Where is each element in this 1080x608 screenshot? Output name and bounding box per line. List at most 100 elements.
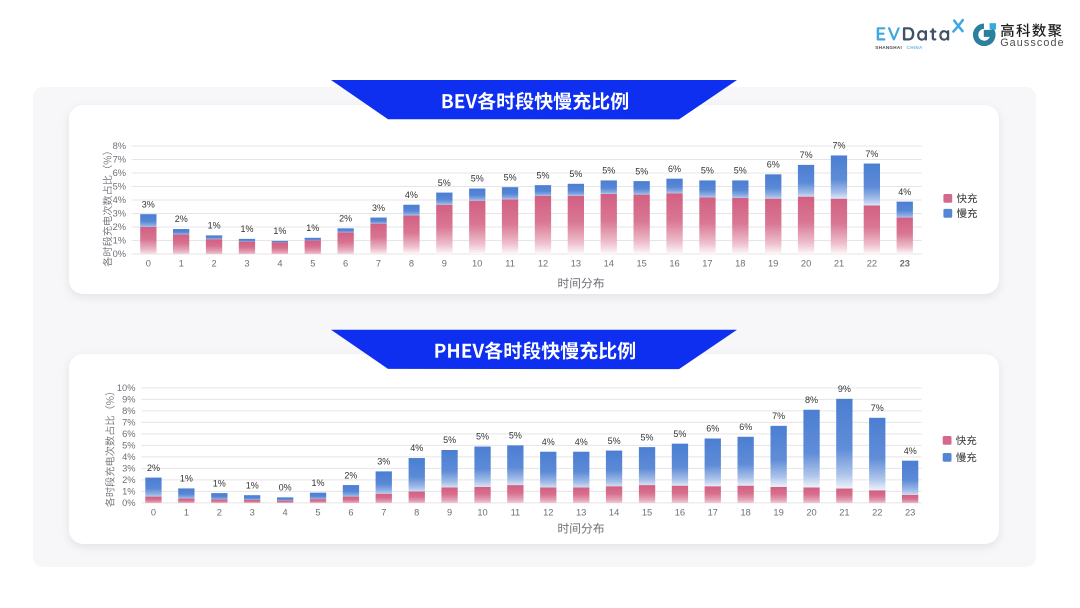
svg-text:1: 1: [184, 507, 189, 517]
svg-text:2%: 2%: [175, 214, 188, 224]
svg-text:8: 8: [409, 259, 414, 269]
svg-text:8%: 8%: [113, 141, 126, 151]
svg-text:9: 9: [447, 507, 452, 517]
svg-text:18: 18: [741, 507, 751, 517]
svg-text:6%: 6%: [739, 422, 752, 432]
svg-text:5%: 5%: [504, 172, 517, 182]
svg-text:5%: 5%: [536, 170, 549, 180]
svg-text:5%: 5%: [438, 178, 451, 188]
svg-text:3: 3: [250, 507, 255, 517]
svg-text:2%: 2%: [344, 470, 357, 480]
svg-text:21: 21: [834, 259, 844, 269]
svg-text:1%: 1%: [273, 226, 286, 236]
svg-text:18: 18: [735, 259, 745, 269]
svg-text:4%: 4%: [122, 452, 135, 462]
svg-text:20: 20: [801, 259, 811, 269]
svg-text:5%: 5%: [734, 166, 747, 176]
svg-text:7%: 7%: [871, 403, 884, 413]
svg-text:4%: 4%: [542, 437, 555, 447]
svg-text:5%: 5%: [608, 436, 621, 446]
svg-text:16: 16: [675, 507, 685, 517]
svg-text:13: 13: [571, 259, 581, 269]
svg-text:5%: 5%: [569, 169, 582, 179]
svg-text:1%: 1%: [246, 480, 259, 490]
svg-text:3: 3: [244, 259, 249, 269]
svg-text:1%: 1%: [180, 474, 193, 484]
svg-text:23: 23: [900, 259, 910, 269]
svg-text:4%: 4%: [904, 446, 917, 456]
svg-text:0: 0: [151, 507, 156, 517]
svg-text:1%: 1%: [213, 478, 226, 488]
svg-text:7%: 7%: [772, 411, 785, 421]
svg-text:4%: 4%: [575, 437, 588, 447]
svg-text:9%: 9%: [838, 384, 851, 394]
svg-text:6%: 6%: [113, 168, 126, 178]
svg-text:7%: 7%: [113, 155, 126, 165]
svg-text:2: 2: [217, 507, 222, 517]
svg-text:5%: 5%: [443, 435, 456, 445]
svg-text:0%: 0%: [122, 498, 135, 508]
svg-text:4: 4: [283, 507, 288, 517]
svg-text:4%: 4%: [410, 443, 423, 453]
svg-text:7%: 7%: [832, 141, 845, 151]
svg-text:SHANGHAI CHINA: SHANGHAI CHINA: [875, 45, 923, 50]
svg-text:23: 23: [905, 507, 915, 517]
svg-text:20: 20: [806, 507, 816, 517]
svg-text:21: 21: [839, 507, 849, 517]
svg-text:9%: 9%: [122, 395, 135, 405]
svg-text:5: 5: [310, 259, 315, 269]
svg-text:12: 12: [538, 259, 548, 269]
svg-text:5%: 5%: [640, 432, 653, 442]
svg-text:10: 10: [472, 259, 482, 269]
svg-text:7%: 7%: [122, 418, 135, 428]
svg-text:6%: 6%: [668, 164, 681, 174]
svg-text:7: 7: [376, 259, 381, 269]
svg-text:5%: 5%: [673, 429, 686, 439]
svg-text:4%: 4%: [405, 190, 418, 200]
svg-text:5%: 5%: [635, 166, 648, 176]
svg-text:19: 19: [768, 259, 778, 269]
svg-text:2%: 2%: [147, 463, 160, 473]
svg-text:5: 5: [315, 507, 320, 517]
svg-text:2: 2: [212, 259, 217, 269]
svg-text:15: 15: [642, 507, 652, 517]
svg-text:4%: 4%: [113, 195, 126, 205]
svg-text:14: 14: [609, 507, 619, 517]
svg-text:11: 11: [511, 507, 521, 517]
svg-text:1%: 1%: [122, 487, 135, 497]
svg-text:1%: 1%: [208, 221, 221, 231]
svg-text:2%: 2%: [122, 475, 135, 485]
svg-text:7%: 7%: [800, 150, 813, 160]
svg-text:1%: 1%: [240, 224, 253, 234]
svg-text:Gausscode: Gausscode: [1000, 37, 1065, 49]
svg-text:8%: 8%: [122, 406, 135, 416]
svg-text:0: 0: [146, 259, 151, 269]
svg-text:3%: 3%: [377, 457, 390, 467]
svg-text:7: 7: [381, 507, 386, 517]
svg-text:15: 15: [637, 259, 647, 269]
svg-text:1%: 1%: [311, 478, 324, 488]
svg-text:16: 16: [669, 259, 679, 269]
svg-text:1%: 1%: [113, 236, 126, 246]
svg-text:3%: 3%: [122, 464, 135, 474]
svg-text:9: 9: [442, 259, 447, 269]
svg-text:6: 6: [343, 259, 348, 269]
svg-text:22: 22: [867, 259, 877, 269]
svg-text:4%: 4%: [898, 187, 911, 197]
svg-text:5%: 5%: [476, 432, 489, 442]
svg-text:11: 11: [505, 259, 515, 269]
svg-text:5%: 5%: [602, 166, 615, 176]
svg-text:17: 17: [708, 507, 718, 517]
svg-text:22: 22: [872, 507, 882, 517]
svg-text:3%: 3%: [142, 199, 155, 209]
svg-text:10: 10: [477, 507, 487, 517]
svg-text:5%: 5%: [509, 431, 522, 441]
svg-text:1%: 1%: [306, 223, 319, 233]
svg-text:3%: 3%: [113, 209, 126, 219]
svg-text:17: 17: [702, 259, 712, 269]
svg-text:8%: 8%: [805, 395, 818, 405]
svg-text:10%: 10%: [117, 383, 136, 393]
svg-text:14: 14: [604, 259, 614, 269]
svg-text:6%: 6%: [122, 429, 135, 439]
svg-text:2%: 2%: [113, 222, 126, 232]
